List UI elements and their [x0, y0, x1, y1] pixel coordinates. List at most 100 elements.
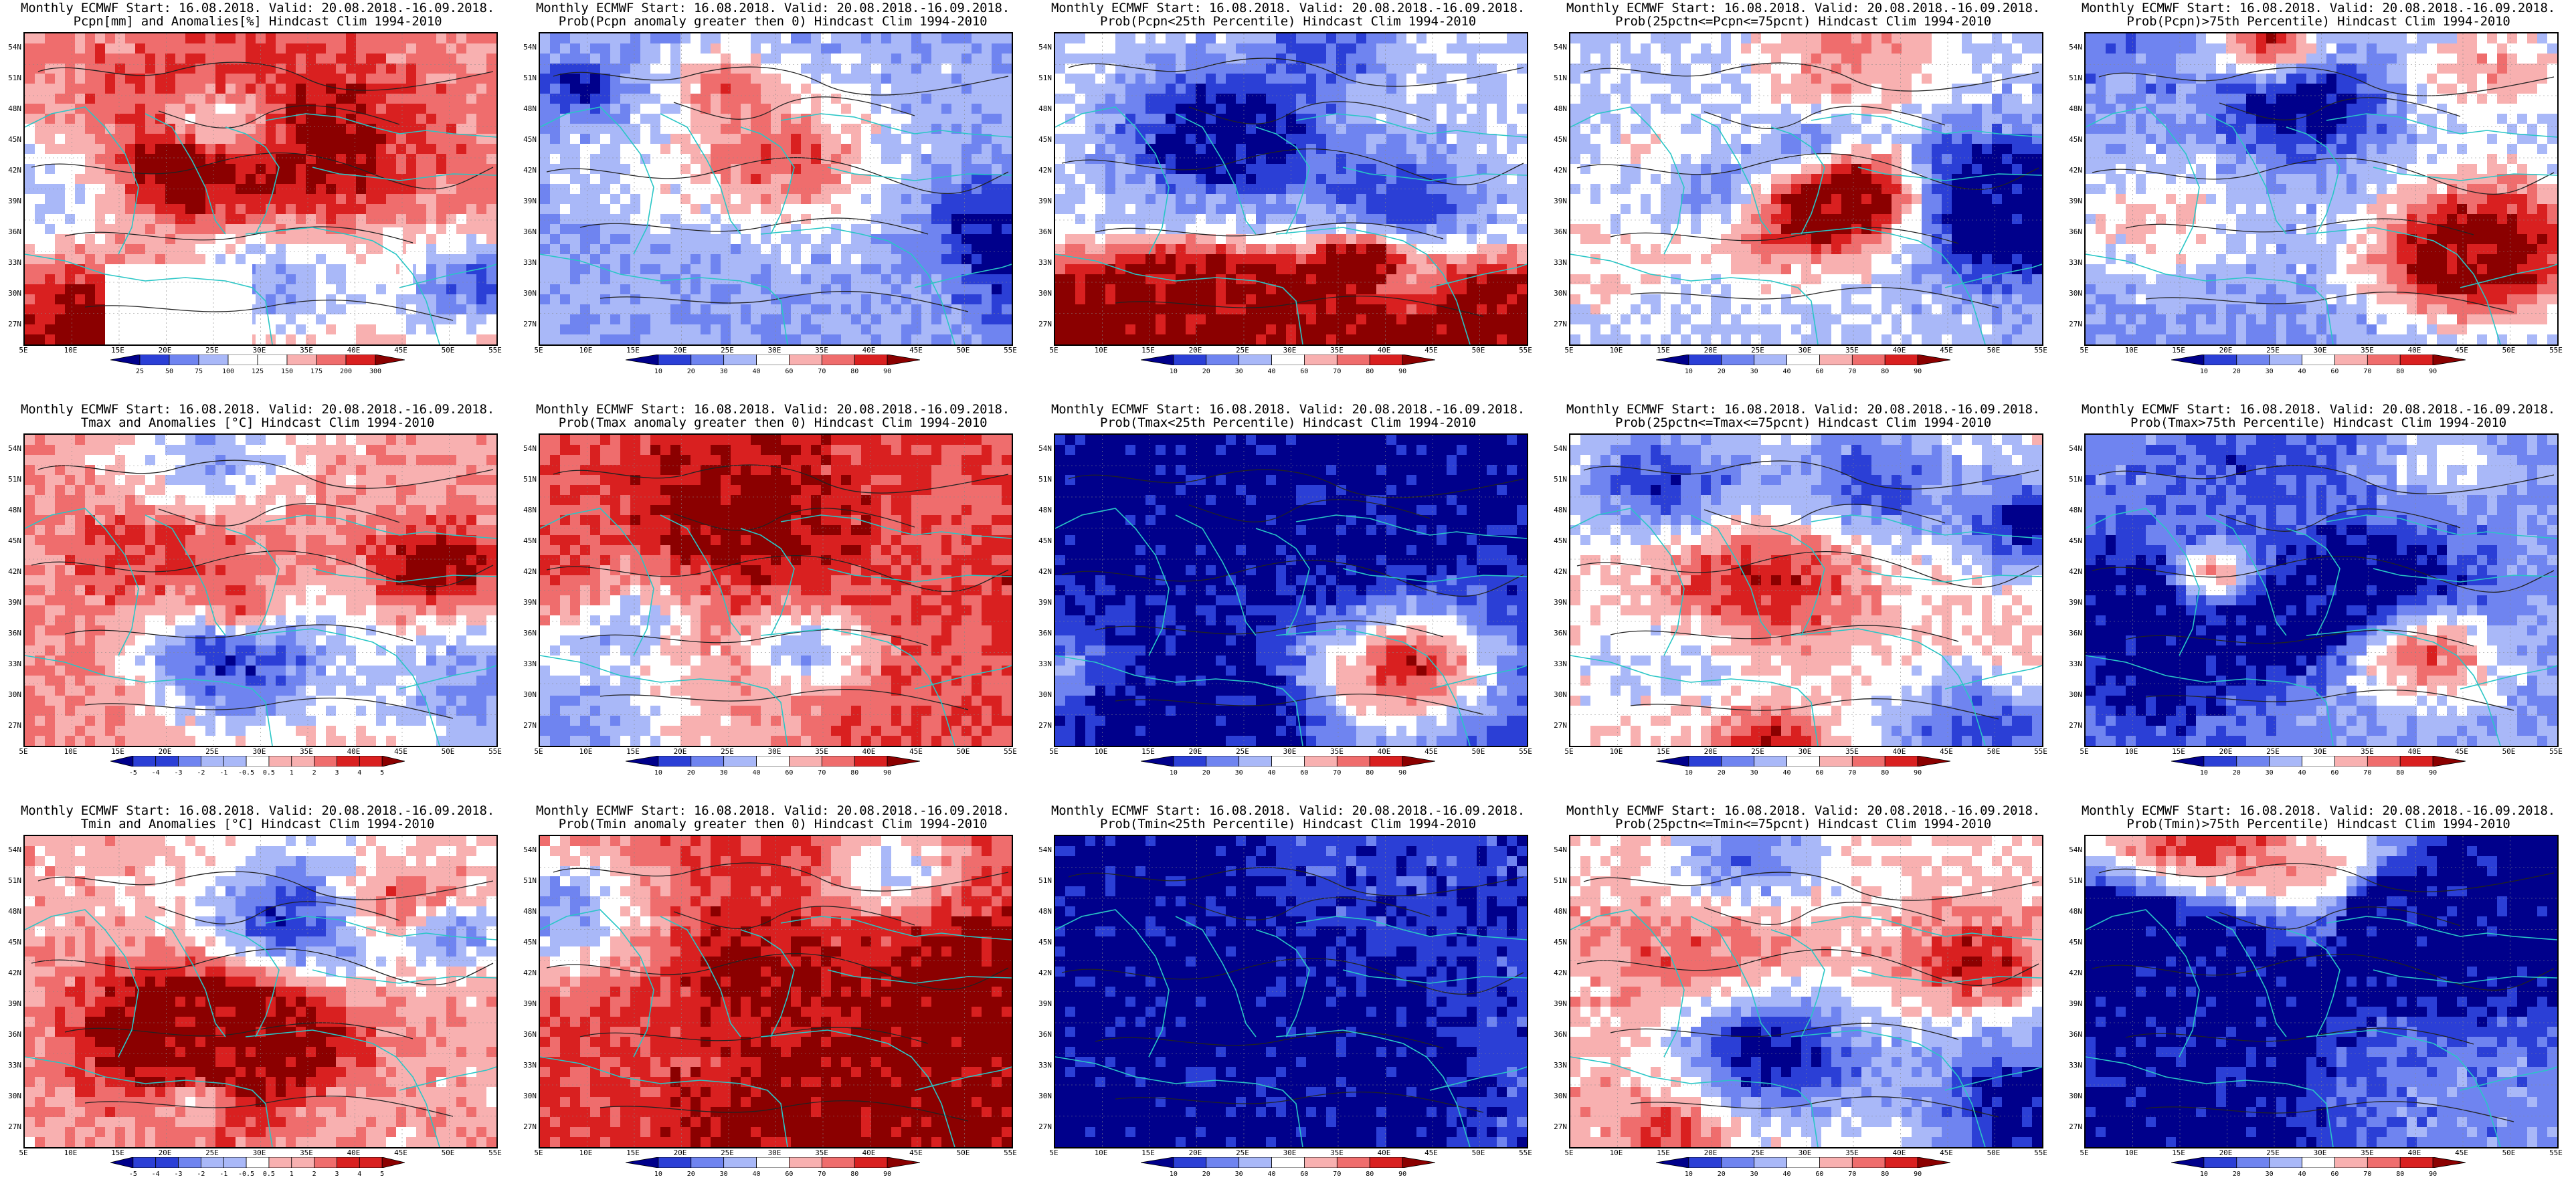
coastline-borders [1570, 106, 2042, 344]
colorbar-segment [1655, 1157, 1689, 1169]
colorbar-segment [1754, 1157, 1787, 1169]
latitude-tick-label: 33N [2061, 1061, 2082, 1070]
longitude-tick-label: 50E [2496, 1148, 2522, 1157]
longitude-tick-label: 55E [2543, 1148, 2569, 1157]
colorbar-segment [314, 755, 337, 767]
longitude-tick-label: 45E [387, 1148, 414, 1157]
panel-title-line2: Tmin and Anomalies [°C] Hindcast Clim 19… [0, 817, 515, 831]
latitude-tick-label: 45N [0, 938, 21, 946]
latitude-tick-label: 42N [2061, 166, 2082, 175]
longitude-tick-label: 15E [2165, 346, 2192, 355]
colorbar-segment [337, 1157, 360, 1169]
colorbar-segment [854, 755, 888, 767]
colorbar-segment [1851, 354, 1885, 366]
longitude-tick-label: 35E [293, 1148, 320, 1157]
colorbar-tick-label: 60 [778, 368, 800, 375]
longitude-tick-label: 25E [199, 346, 225, 355]
colorbar-segment [2171, 1157, 2205, 1169]
colorbar [1140, 755, 1436, 767]
longitude-tick-label: 25E [199, 747, 225, 756]
colorbar-tick-label: 60 [778, 1171, 800, 1178]
colorbar-tick-label: -1 [213, 1171, 234, 1178]
latitude-tick-label: 45N [1030, 536, 1052, 545]
panel-title-line2: Prob(25pctn<=Tmin<=75pcnt) Hindcast Clim… [1546, 817, 2061, 831]
colorbar-tick-label: 40 [2292, 769, 2313, 777]
latitude-tick-label: 51N [2061, 876, 2082, 885]
colorbar-tick-label: 70 [1841, 1171, 1863, 1178]
latitude-tick-label: 30N [1030, 690, 1052, 699]
colorbar-segment [200, 755, 224, 767]
latitude-tick-label: 51N [1546, 74, 1567, 82]
colorbar-segment [1271, 755, 1305, 767]
latitude-tick-label: 54N [515, 43, 537, 52]
longitude-tick-label: 20E [667, 1148, 694, 1157]
longitude-tick-label: 35E [1323, 1148, 1350, 1157]
panel-title-line2: Prob(25pctn<=Tmax<=75pcnt) Hindcast Clim… [1546, 416, 2061, 429]
longitude-tick-label: 30E [1277, 1148, 1303, 1157]
colorbar-segment [1819, 1157, 1853, 1169]
longitude-tick-label: 50E [2496, 346, 2522, 355]
colorbar [1655, 354, 1951, 366]
latitude-tick-label: 30N [2061, 289, 2082, 298]
longitude-tick-label: 10E [2118, 1148, 2145, 1157]
latitude-tick-label: 33N [2061, 660, 2082, 668]
climatology-contours [546, 66, 1009, 312]
latitude-tick-label: 30N [1546, 289, 1567, 298]
colorbar-segment [2367, 354, 2401, 366]
latitude-tick-label: 27N [515, 1122, 537, 1131]
colorbar [625, 354, 921, 366]
longitude-tick-label: 40E [1886, 1148, 1913, 1157]
latitude-tick-label: 33N [1030, 258, 1052, 267]
latitude-tick-label: 30N [515, 690, 537, 699]
colorbar-tick-label: 80 [1359, 368, 1380, 375]
colorbar-tick-label: 30 [713, 368, 735, 375]
latitude-tick-label: 30N [0, 690, 21, 699]
colorbar-segment [1336, 755, 1370, 767]
colorbar-segment [1206, 354, 1240, 366]
latitude-tick-label: 30N [1030, 289, 1052, 298]
colorbar-segment [1369, 1157, 1403, 1169]
map-field-svg [540, 836, 1012, 1147]
colorbar-tick-label: 30 [1744, 1171, 1765, 1178]
latitude-tick-label: 51N [0, 876, 21, 885]
colorbar-segment [1884, 354, 1918, 366]
latitude-tick-label: 39N [0, 999, 21, 1008]
colorbar-segment [1304, 354, 1338, 366]
latitude-tick-label: 51N [2061, 74, 2082, 82]
colorbar-segment [1173, 354, 1207, 366]
climatology-contours [2092, 67, 2555, 313]
colorbar-tick-label: 60 [2324, 769, 2345, 777]
colorbar-tick-label: -1 [213, 769, 234, 777]
colorbar-tick-label: 90 [1392, 1171, 1413, 1178]
colorbar-segment [723, 1157, 757, 1169]
longitude-tick-label: 55E [482, 747, 509, 756]
latitude-tick-label: 30N [1030, 1092, 1052, 1100]
colorbar-segment [132, 1157, 157, 1169]
longitude-tick-label: 30E [246, 1148, 273, 1157]
longitude-tick-label: 55E [482, 346, 509, 355]
map-field-svg [2086, 33, 2557, 344]
colorbar-tick-label: 10 [648, 769, 669, 777]
colorbar-segment [1304, 755, 1338, 767]
panel-title-line2: Prob(Pcpn)>75th Percentile) Hindcast Cli… [2061, 15, 2576, 28]
longitude-tick-label: 15E [1650, 1148, 1677, 1157]
colorbar-tick-label: 70 [1326, 368, 1348, 375]
longitude-tick-label: 40E [1371, 1148, 1398, 1157]
missing-data-area [399, 254, 413, 284]
latitude-tick-label: 39N [1030, 197, 1052, 205]
map-panel: Monthly ECMWF Start: 16.08.2018. Valid: … [2061, 803, 2576, 1204]
forecast-map [1569, 835, 2043, 1148]
longitude-tick-label: 40E [856, 1148, 883, 1157]
longitude-tick-label: 10E [573, 747, 600, 756]
latitude-tick-label: 48N [2061, 104, 2082, 113]
colorbar-segment [887, 755, 921, 767]
coastline-borders [1570, 508, 2042, 746]
colorbar-segment [198, 354, 229, 366]
longitude-tick-label: 5E [2071, 346, 2098, 355]
latitude-tick-label: 51N [515, 74, 537, 82]
longitude-tick-label: 10E [1603, 747, 1630, 756]
latitude-tick-label: 51N [1546, 475, 1567, 484]
colorbar-segment [375, 354, 405, 366]
longitude-tick-label: 40E [341, 747, 367, 756]
longitude-tick-label: 30E [761, 1148, 788, 1157]
